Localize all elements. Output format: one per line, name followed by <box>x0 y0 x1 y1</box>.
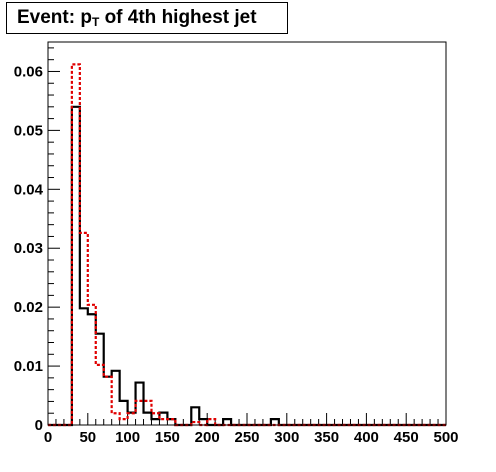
x-tick-label: 500 <box>433 429 458 446</box>
y-tick-label: 0 <box>35 417 43 434</box>
plot-frame <box>47 41 447 426</box>
x-tick-label: 50 <box>79 429 96 446</box>
y-tick-label: 0.05 <box>14 122 43 139</box>
histogram-series-2 <box>48 63 446 427</box>
x-tick-label: 350 <box>314 429 339 446</box>
y-tick-label: 0.06 <box>14 63 43 80</box>
x-tick-label: 300 <box>274 429 299 446</box>
frame-layer <box>47 41 447 426</box>
chart-title-prefix: Event: p <box>17 7 92 28</box>
x-tick-label: 200 <box>195 429 220 446</box>
x-tick-label: 450 <box>394 429 419 446</box>
y-tick-label: 0.02 <box>14 299 43 316</box>
x-tick-label: 100 <box>115 429 140 446</box>
chart-title-suffix: of 4th highest jet <box>99 7 257 28</box>
x-tick-label: 150 <box>155 429 180 446</box>
x-tick-label: 400 <box>354 429 379 446</box>
y-tick-label: 0.01 <box>14 358 43 375</box>
y-tick-label: 0.04 <box>14 181 44 198</box>
series-layer <box>48 63 446 427</box>
chart-title-subscript: T <box>91 15 100 29</box>
y-tick-label: 0.03 <box>14 240 43 257</box>
x-tick-label: 250 <box>234 429 259 446</box>
x-tick-label: 0 <box>44 429 52 446</box>
